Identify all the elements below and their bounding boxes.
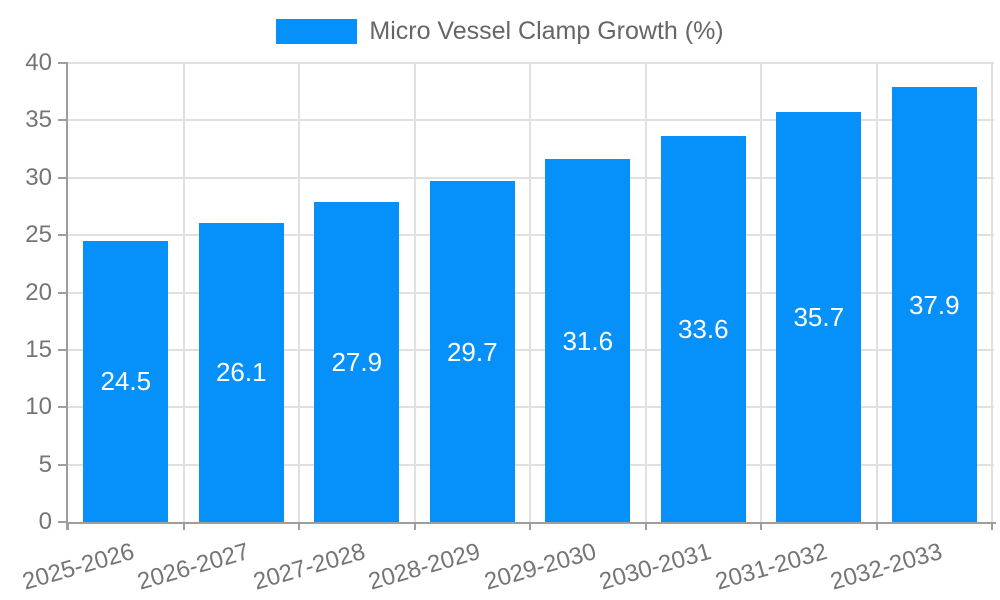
bar[interactable] bbox=[429, 181, 515, 522]
x-axis-tick bbox=[67, 522, 69, 530]
v-gridline bbox=[298, 63, 300, 522]
x-axis-tick bbox=[760, 522, 762, 530]
v-gridline bbox=[182, 63, 185, 522]
x-axis-tick bbox=[413, 522, 416, 530]
bar[interactable] bbox=[545, 159, 631, 522]
bar-value-label: 29.7 bbox=[446, 336, 498, 367]
v-gridline bbox=[529, 63, 531, 522]
y-axis-tick bbox=[58, 406, 68, 409]
y-axis-tick bbox=[58, 234, 68, 237]
bar-value-label: 24.5 bbox=[100, 366, 152, 397]
x-category-label-text: 2025-2026 bbox=[19, 538, 138, 596]
x-category-label-text: 2028-2029 bbox=[365, 538, 484, 596]
v-gridline bbox=[991, 63, 993, 522]
h-gridline bbox=[68, 234, 994, 237]
h-gridline bbox=[68, 119, 994, 122]
y-tick-label: 20 bbox=[25, 278, 52, 306]
h-gridline bbox=[68, 406, 994, 409]
x-axis-tick bbox=[529, 522, 531, 530]
y-axis-tick bbox=[58, 62, 68, 64]
x-axis-line bbox=[66, 522, 996, 524]
bar[interactable] bbox=[660, 136, 746, 522]
legend-swatch-icon bbox=[276, 19, 358, 44]
y-axis-tick bbox=[58, 348, 68, 351]
bar-value-label: 37.9 bbox=[908, 289, 960, 320]
h-gridline bbox=[68, 463, 994, 466]
v-gridline bbox=[760, 63, 762, 522]
bar[interactable] bbox=[891, 87, 977, 522]
bar[interactable] bbox=[198, 222, 284, 522]
h-gridline bbox=[68, 291, 994, 294]
y-axis-tick bbox=[58, 521, 68, 523]
legend-label: Micro Vessel Clamp Growth (%) bbox=[369, 17, 724, 45]
x-category-label-text: 2026-2027 bbox=[134, 538, 253, 596]
x-axis-tick bbox=[644, 522, 647, 530]
bar-value-label: 31.6 bbox=[562, 325, 614, 356]
h-gridline bbox=[68, 348, 994, 351]
y-tick-label: 40 bbox=[25, 49, 52, 76]
y-axis-tick bbox=[58, 176, 68, 179]
y-tick-label: 15 bbox=[25, 335, 52, 363]
bar[interactable] bbox=[314, 201, 400, 522]
y-tick-label: 30 bbox=[25, 163, 52, 191]
v-gridline bbox=[875, 63, 878, 522]
x-axis-tick bbox=[875, 522, 878, 530]
y-tick-label: 0 bbox=[38, 508, 52, 535]
x-category-label-text: 2030-2031 bbox=[596, 538, 715, 596]
legend-item[interactable]: Micro Vessel Clamp Growth (%) bbox=[0, 17, 1000, 46]
x-category-label-text: 2031-2032 bbox=[712, 538, 831, 596]
v-gridline bbox=[644, 63, 647, 522]
y-axis-tick bbox=[58, 119, 68, 122]
h-gridline bbox=[68, 62, 994, 64]
h-gridline bbox=[68, 176, 994, 179]
bar-value-label: 27.9 bbox=[331, 346, 383, 377]
v-gridline bbox=[413, 63, 416, 522]
y-tick-label: 35 bbox=[25, 106, 52, 134]
y-axis-tick bbox=[58, 291, 68, 294]
y-axis-line bbox=[66, 63, 68, 530]
y-axis-tick bbox=[58, 463, 68, 466]
x-category-label-text: 2029-2030 bbox=[481, 538, 600, 596]
bar-value-label: 35.7 bbox=[793, 302, 845, 333]
x-axis-tick bbox=[991, 522, 993, 530]
bar-value-label: 26.1 bbox=[215, 357, 267, 388]
x-category-label-text: 2027-2028 bbox=[250, 538, 369, 596]
bar-value-label: 33.6 bbox=[677, 314, 729, 345]
x-axis-tick bbox=[182, 522, 185, 530]
bar[interactable] bbox=[776, 112, 862, 522]
y-tick-label: 10 bbox=[25, 393, 52, 421]
x-axis-tick bbox=[298, 522, 300, 530]
y-tick-label: 25 bbox=[25, 221, 52, 249]
bar[interactable] bbox=[83, 240, 169, 522]
x-category-label-text: 2032-2033 bbox=[827, 538, 946, 596]
y-tick-label: 5 bbox=[38, 450, 52, 478]
